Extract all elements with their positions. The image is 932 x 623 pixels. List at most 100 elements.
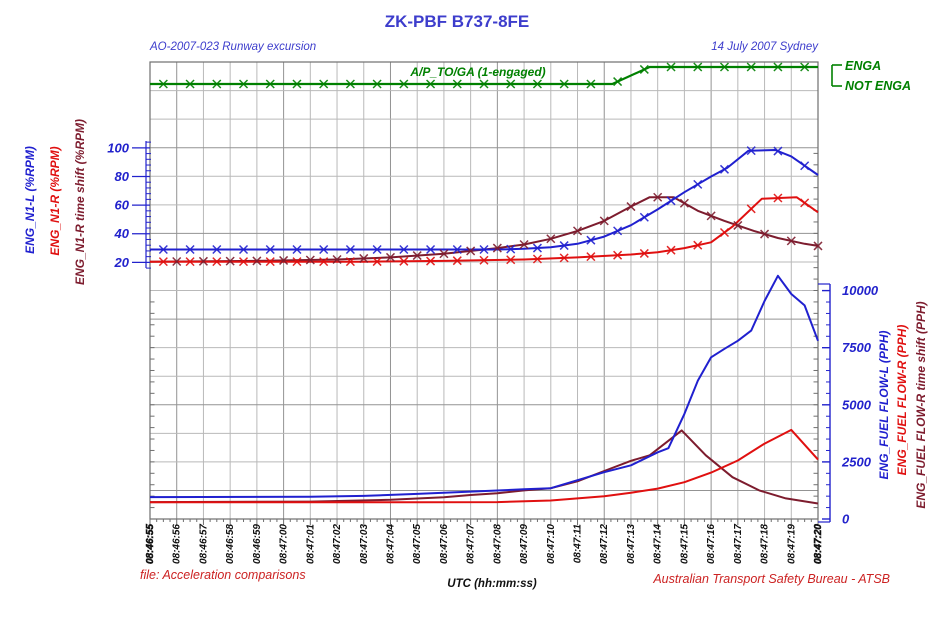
series-marker-x [639,64,649,74]
series-marker-x [559,253,569,263]
series-marker-x [452,79,462,89]
series-marker-x [572,226,583,236]
series-marker-x [679,198,689,208]
n1-tick-label: 80 [115,169,130,184]
series-marker-x [479,244,489,255]
x-tick-label: 08:47:19 [786,524,797,564]
series-marker-x [426,256,436,266]
left-axis-name-n1-left: ENG_N1-L (%RPM) [23,146,37,254]
series-marker-x [613,226,623,236]
x-tick-label: 08:47:09 [519,524,530,564]
series-marker-x [158,244,168,255]
series-marker-x [345,244,355,255]
page-title: ZK-PBF B737-8FE [384,12,530,31]
ap-state-not-engaged-label: NOT ENGA [845,79,911,93]
x-tick-label: 08:47:12 [599,524,610,564]
series-marker-x [733,220,743,230]
series-marker-x [773,62,783,72]
series-marker-x [559,241,569,251]
series-marker-x [399,79,409,89]
series-marker-x [746,146,756,156]
ff-tick-label: 2500 [841,454,872,469]
series-marker-x [292,79,302,89]
x-tick-label: 08:47:01 [305,524,316,564]
x-tick-label: 08:47:06 [439,524,450,564]
subtitle-occurrence: AO-2007-023 Runway excursion [150,41,317,53]
series-marker-x [426,79,436,89]
series-marker-x [800,161,810,171]
series-marker-x [452,244,462,255]
series-marker-x [800,198,810,208]
series-marker-x [639,212,649,222]
series-marker-x [185,244,195,255]
series-marker-x [719,62,730,72]
series-marker-x [800,62,810,72]
x-tick-label: 08:47:00 [279,524,290,564]
atsb-credit: Australian Transport Safety Bureau - ATS… [653,572,890,586]
series-marker-x [693,62,703,72]
x-tick-label: 08:47:08 [492,524,503,564]
x-tick-label: 08:47:17 [733,524,744,564]
series-line [149,274,819,499]
series-marker-x [706,211,716,221]
x-tick-label: 08:46:56 [172,524,183,564]
series-marker-x [746,204,756,214]
series-marker-x [786,236,796,246]
series-marker-x [760,229,770,239]
series-marker-x [238,257,249,267]
series-line [150,428,819,504]
series-marker-x [586,252,596,262]
left-axis-name-n1-right: ENG_N1-R (%RPM) [48,146,62,256]
ap-state-engaged-label: ENGA [845,59,882,73]
x-tick-label: 08:46:59 [252,524,263,564]
series-marker-x [479,255,489,265]
series-marker-x [319,257,329,267]
series-marker-x [506,79,516,89]
x-tick-label: 08:47:11 [573,524,584,564]
x-tick-label: 08:47:18 [760,524,771,564]
series-marker-x [693,240,703,250]
series-marker-x [693,179,703,189]
ap-toga-trace-label: A/P_TO/GA (1-engaged) [410,65,546,79]
series-marker-x [639,248,649,258]
series-marker-x [385,252,396,262]
series-marker-x [372,244,382,255]
series-marker-x [506,255,516,265]
x-tick-label: 08:47:14 [653,524,664,564]
series-marker-x [265,257,275,267]
series-marker-x [158,257,168,267]
left-axis-name-n1-shift: ENG_N1-R time shift (%RPM) [73,118,87,286]
series-marker-x [345,79,355,89]
x-tick-label: 08:46:57 [198,524,209,564]
x-tick-label: 08:47:02 [332,524,343,564]
series-marker-x [359,253,369,263]
series-marker-x [212,79,222,89]
series-marker-x [238,244,249,255]
series-marker-x [212,257,222,267]
x-tick-label: 08:47:13 [626,524,637,564]
x-tick-label: 08:47:15 [679,524,690,564]
series-marker-x [532,79,542,89]
right-axis-name-ff-right: ENG_FUEL FLOW-R (PPH) [895,324,909,476]
x-tick-label: 08:47:04 [385,524,396,564]
series-line [150,65,818,86]
series-marker-x [586,79,596,89]
series-marker-x [372,79,382,89]
series-marker-x [265,244,275,255]
series-marker-x [292,257,302,267]
series-marker-x [479,79,489,89]
x-tick-label: 08:47:05 [412,524,423,564]
n1-tick-label: 100 [107,140,129,155]
x-tick-label: 08:47:10 [546,524,557,564]
n1-tick-label: 60 [115,198,130,213]
series-marker-x [212,244,222,255]
series-marker-x [185,257,195,267]
series-marker-x [238,79,249,89]
x-tick-label: 08:47:20 [813,524,824,564]
series-line [149,196,819,263]
series-line [149,429,819,505]
right-axis-name-ff-left: ENG_FUEL FLOW-L (PPH) [877,330,891,480]
x-axis-title: UTC (hh:mm:ss) [447,578,537,590]
